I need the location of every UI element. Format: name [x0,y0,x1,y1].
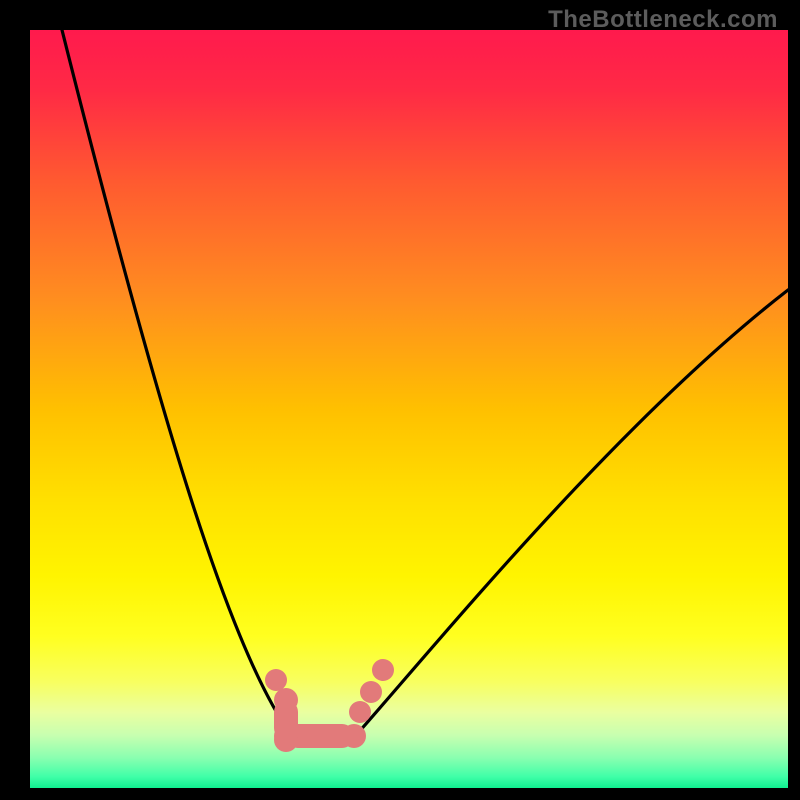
watermark-text: TheBottleneck.com [548,6,778,34]
data-point-marker [265,669,287,691]
chart-svg [0,0,800,800]
chart-root: TheBottleneck.com [0,0,800,800]
data-point-marker [342,724,366,748]
chart-plot-area [0,0,800,800]
data-point-marker [372,659,394,681]
data-point-marker [360,681,382,703]
data-point-marker [274,728,298,752]
data-point-marker [274,688,298,712]
data-point-marker [349,701,371,723]
